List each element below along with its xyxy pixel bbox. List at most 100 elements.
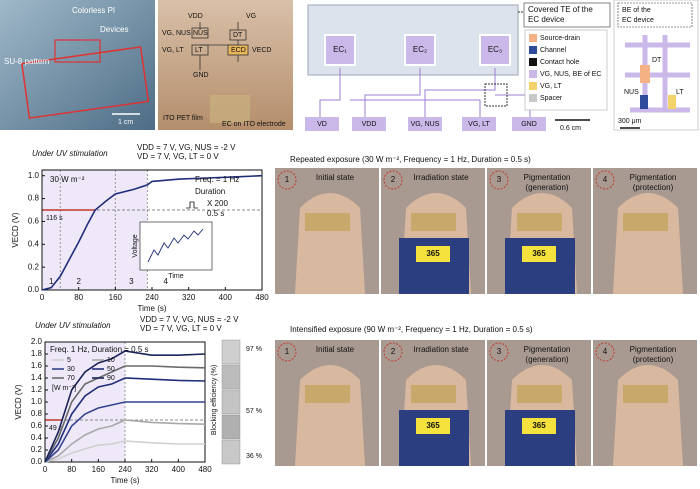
- circuit-label: DT: [233, 32, 243, 39]
- y-tick-label: 0.8: [31, 409, 43, 418]
- chart-condition: VDD = 7 V, VG, NUS = -2 V: [140, 315, 239, 324]
- trace: [319, 68, 531, 117]
- chart-annotation: Under UV stimulation: [32, 149, 108, 158]
- circuit-label: VG, LT: [162, 47, 184, 54]
- legend-swatch: [529, 94, 537, 102]
- step-badge: [595, 170, 615, 190]
- x-tick-label: 480: [198, 465, 212, 474]
- inset-label: NUS: [624, 89, 639, 96]
- inset-trace: [147, 228, 204, 263]
- stimulation-shade: [42, 170, 148, 290]
- data-line: [41, 174, 263, 291]
- y-tick-label: 1.6: [31, 361, 43, 370]
- x-tick-label: 320: [145, 465, 159, 474]
- data-line: [44, 350, 206, 463]
- inset-label: LT: [676, 89, 684, 96]
- step-badge: [595, 342, 615, 362]
- photo-device: [517, 385, 562, 403]
- uv-tag: [522, 246, 556, 262]
- photo-label: SU-8 pattern: [4, 57, 49, 66]
- y-tick-label: 0.0: [31, 457, 43, 466]
- terminal-pad: [512, 117, 546, 131]
- photo-device: [305, 385, 350, 403]
- photo-device: [623, 213, 668, 231]
- pad-label: GND: [521, 121, 537, 128]
- ec-label: EC₃: [488, 45, 502, 54]
- uv-tag-text: 365: [532, 249, 546, 258]
- chart-note: Freq. = 1 Hz: [195, 175, 239, 184]
- y-tick-label: 1.0: [28, 171, 40, 180]
- uv-tag-text: 365: [426, 421, 440, 430]
- chart-condition: VD = 7 V, VG, LT = 0 V: [137, 152, 219, 161]
- callout-box: [617, 2, 693, 28]
- photo-hand: [613, 193, 683, 294]
- legend-text: VG, NUS, BE of EC: [540, 71, 601, 78]
- circuit-label: VG, NUS: [162, 30, 191, 37]
- photo-device: [517, 213, 562, 231]
- legend-swatch: [529, 34, 537, 42]
- uv-tag: [416, 246, 450, 262]
- y-tick-label: 1.2: [31, 385, 43, 394]
- chart-note: X 200: [207, 199, 228, 208]
- legend-text: VG, LT: [540, 83, 562, 90]
- circuit-label: VECD: [252, 47, 271, 54]
- legend-text: 10: [107, 357, 115, 364]
- chart-note: 30 W m⁻²: [50, 175, 85, 184]
- y-tick-label: 1.4: [31, 373, 43, 382]
- panel-title: Intensified exposure (90 W m⁻², Frequenc…: [290, 325, 533, 334]
- legend-box: [524, 29, 608, 111]
- data-line: [44, 365, 206, 463]
- marker-label: 49 s: [49, 425, 63, 432]
- y-tick-label: 1.0: [31, 397, 43, 406]
- x-tick-label: 400: [172, 465, 186, 474]
- inset-label: Time: [168, 273, 183, 280]
- circuit-box: [191, 44, 209, 56]
- inset-frame: [139, 221, 213, 271]
- terminal-pad: [305, 117, 339, 131]
- panel-caption: (protection): [633, 355, 674, 364]
- x-tick-label: 0: [40, 293, 45, 302]
- step-number: 3: [497, 347, 502, 356]
- photo-label: Colorless PI: [72, 6, 115, 15]
- legend-text: 50: [107, 366, 115, 373]
- scale-label: 300 μm: [618, 118, 642, 125]
- legend-swatch: [529, 58, 537, 66]
- zoom-box: [484, 83, 508, 107]
- y-axis-label: VECD (V): [11, 212, 20, 247]
- region-label: 4: [164, 277, 169, 286]
- blocking-label: 97 %: [246, 346, 262, 353]
- blocking-tile: [221, 364, 241, 390]
- y-tick-label: 0.4: [31, 433, 43, 442]
- pad-label: VDD: [362, 121, 377, 128]
- step-number: 1: [285, 347, 290, 356]
- blocking-strip: [221, 339, 241, 465]
- y-tick-label: 0.2: [28, 262, 40, 271]
- pad-label: VG, LT: [468, 121, 490, 128]
- region-label: 1: [49, 277, 54, 286]
- inset-device: [640, 95, 648, 109]
- panel-caption: Pigmentation: [630, 345, 677, 354]
- ec-film: [210, 95, 250, 123]
- inset-label: DT: [652, 57, 662, 64]
- marker-label: 116 s: [46, 215, 63, 222]
- data-line: [44, 419, 206, 463]
- photo-device: [411, 213, 456, 231]
- step-number: 4: [603, 347, 608, 356]
- inset-device: [668, 95, 676, 109]
- y-tick-label: 0.6: [28, 217, 40, 226]
- panel-caption: Initial state: [316, 345, 355, 354]
- y-axis-label: VECD (V): [14, 384, 23, 419]
- panel-title: Repeated exposure (30 W m⁻², Frequency =…: [290, 155, 531, 164]
- chart-condition: VDD = 7 V, VG, NUS = -2 V: [137, 143, 236, 152]
- blocking-tile: [221, 414, 241, 440]
- data-line: [44, 401, 205, 463]
- uv-tag: [522, 418, 556, 434]
- x-tick-label: 480: [255, 293, 269, 302]
- step-badge: [489, 170, 509, 190]
- legend-text: 90: [107, 375, 115, 382]
- x-axis-label: Time (s): [110, 476, 139, 485]
- y-tick-label: 0.8: [28, 194, 40, 203]
- circuit-box: [227, 44, 249, 56]
- legend-text: 70: [67, 375, 75, 382]
- legend-swatch: [529, 70, 537, 78]
